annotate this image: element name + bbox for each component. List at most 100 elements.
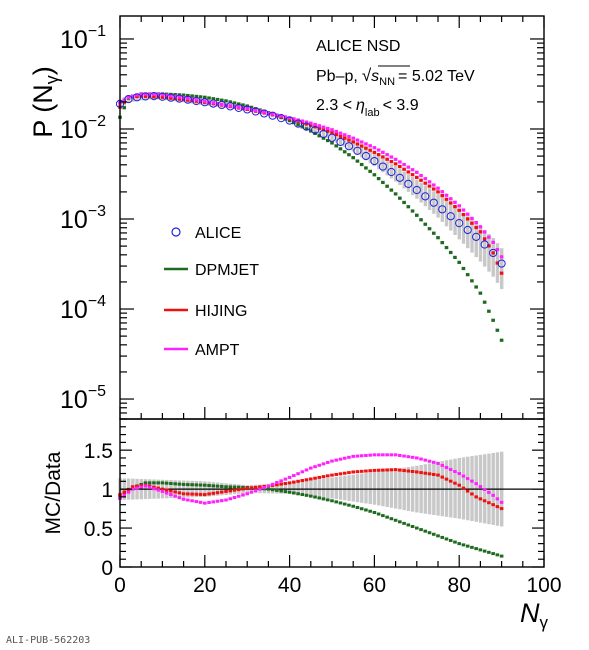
point-hijing — [406, 170, 411, 174]
ratio-y-tick-label: 1.5 — [84, 440, 113, 463]
ratio-point-dpmjet — [296, 492, 300, 496]
point-ampt — [334, 129, 339, 134]
y-tick-label: 10−3 — [60, 203, 106, 234]
publication-id: ALI-PUB-562203 — [6, 635, 90, 646]
ratio-point-ampt — [347, 455, 351, 459]
ratio-point-hijing — [130, 485, 135, 489]
point-ampt — [359, 140, 364, 144]
point-ampt — [478, 225, 483, 229]
ratio-point-ampt — [292, 474, 296, 478]
y-tick-label: 10−4 — [60, 293, 106, 324]
point-ampt — [406, 165, 411, 169]
ratio-point-hijing — [173, 490, 177, 494]
ratio-point-hijing — [181, 492, 186, 496]
point-hijing — [389, 159, 394, 164]
ratio-point-dpmjet — [330, 499, 334, 503]
ratio-point-ampt — [287, 475, 292, 479]
ratio-point-dpmjet — [368, 509, 372, 513]
ratio-point-dpmjet — [177, 482, 182, 486]
ratio-point-hijing — [444, 477, 449, 481]
ratio-band-cell — [377, 471, 381, 506]
annotation-line2: Pb–p, √sNN = 5.02 TeV — [316, 66, 475, 88]
ratio-point-hijing — [224, 489, 228, 493]
ratio-point-ampt — [355, 454, 360, 458]
ratio-point-hijing — [453, 481, 457, 485]
point-alice — [344, 142, 354, 151]
point-ampt — [198, 99, 203, 103]
point-dpmjet — [487, 309, 491, 313]
ratio-point-ampt — [198, 500, 203, 504]
point-ampt — [415, 170, 419, 174]
point-ampt — [465, 212, 470, 216]
point-dpmjet — [393, 192, 398, 196]
point-ampt — [279, 114, 283, 118]
bottom-y-ticks: 0 0.5 1 1.5 — [84, 426, 544, 580]
point-dpmjet — [431, 231, 436, 235]
ratio-point-dpmjet — [385, 515, 389, 519]
band-cell — [347, 141, 351, 150]
point-ampt — [313, 122, 317, 127]
ratio-point-ampt — [325, 460, 330, 464]
ratio-series-hijing — [118, 468, 504, 511]
point-ampt — [126, 95, 131, 99]
ratio-point-ampt — [275, 481, 279, 485]
ratio-point-ampt — [147, 485, 152, 489]
point-dpmjet — [296, 123, 300, 127]
ratio-point-hijing — [478, 497, 483, 501]
legend-label-ampt: AMPT — [195, 342, 240, 359]
ratio-point-ampt — [270, 482, 275, 486]
point-ampt — [423, 177, 428, 181]
ratio-point-ampt — [482, 487, 487, 491]
ratio-point-dpmjet — [427, 531, 432, 535]
ratio-band-cell — [304, 480, 309, 496]
ratio-point-hijing — [342, 471, 347, 475]
top-series-group — [115, 91, 506, 342]
point-dpmjet — [457, 260, 461, 264]
point-dpmjet — [368, 169, 372, 173]
band-cell — [360, 147, 364, 158]
ratio-band-cell — [317, 479, 322, 498]
point-ampt — [402, 162, 406, 167]
ratio-point-hijing — [152, 485, 156, 489]
point-hijing — [359, 144, 364, 148]
ratio-point-dpmjet — [292, 491, 296, 495]
point-dpmjet — [372, 173, 377, 177]
ratio-band-cell — [296, 481, 300, 495]
ratio-point-hijing — [406, 469, 411, 473]
ratio-point-hijing — [347, 471, 351, 475]
ratio-point-ampt — [330, 459, 334, 463]
band-cell — [491, 238, 495, 277]
ratio-point-hijing — [296, 479, 300, 483]
point-alice — [395, 173, 404, 182]
band-cell — [385, 161, 389, 176]
point-ampt — [203, 99, 207, 103]
point-alice — [421, 192, 430, 201]
ratio-point-dpmjet — [359, 507, 364, 511]
legend-marker-alice — [171, 227, 181, 237]
ratio-point-dpmjet — [457, 542, 461, 546]
ratio-point-dpmjet — [448, 539, 453, 543]
ratio-point-ampt — [465, 477, 470, 481]
point-ampt — [304, 120, 309, 124]
ratio-point-ampt — [491, 493, 495, 497]
ratio-point-hijing — [135, 484, 139, 488]
point-ampt — [283, 115, 288, 119]
point-hijing — [419, 178, 423, 182]
ratio-point-ampt — [423, 458, 428, 462]
x-tick-label: 60 — [363, 574, 386, 597]
point-alice — [226, 102, 235, 111]
point-ampt — [487, 235, 491, 239]
point-ampt — [211, 101, 216, 105]
top-y-axis-label: P (Nγ) — [28, 66, 62, 138]
annotation-line3: 2.3 < ηlab < 3.9 — [316, 97, 419, 119]
bottom-x-ticks: 0 20 40 60 80 100 — [114, 555, 562, 597]
ratio-point-ampt — [453, 470, 457, 474]
ratio-point-ampt — [181, 497, 186, 501]
ratio-point-dpmjet — [393, 518, 398, 522]
ratio-point-dpmjet — [321, 497, 326, 501]
ratio-point-hijing — [393, 468, 398, 472]
point-ampt — [152, 92, 156, 97]
ratio-point-dpmjet — [207, 484, 211, 488]
ratio-point-dpmjet — [270, 488, 275, 492]
